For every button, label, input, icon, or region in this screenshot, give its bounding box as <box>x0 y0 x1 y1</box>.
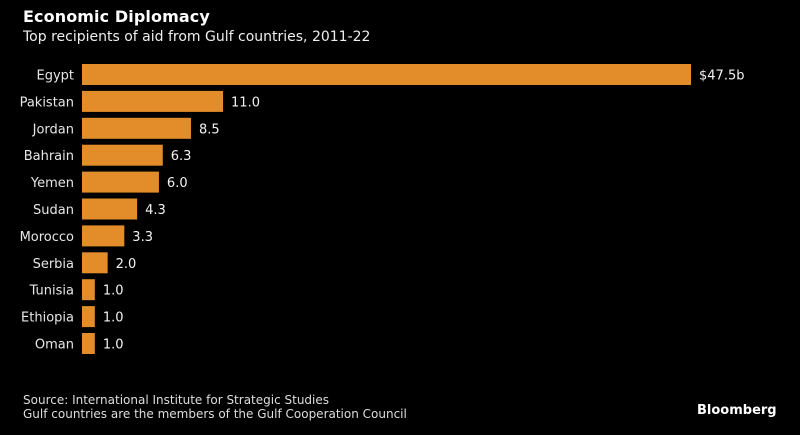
value-label: 1.0 <box>103 284 124 299</box>
category-label: Sudan <box>33 203 74 218</box>
value-label: 6.0 <box>167 176 188 191</box>
bar-yemen <box>82 171 159 193</box>
category-label: Pakistan <box>20 95 74 110</box>
category-label: Serbia <box>33 257 74 272</box>
chart-subtitle: Top recipients of aid from Gulf countrie… <box>23 29 371 45</box>
category-label: Ethiopia <box>21 311 74 326</box>
bar-oman <box>82 333 95 354</box>
category-label: Bahrain <box>24 149 74 164</box>
footer: Source: International Institute for Stra… <box>23 393 407 421</box>
value-label: $47.5b <box>699 69 744 84</box>
bar-jordan <box>82 117 191 139</box>
bar-tunisia <box>82 279 95 301</box>
definition-note: Gulf countries are the members of the Gu… <box>23 407 407 421</box>
bar-egypt <box>82 64 691 85</box>
bloomberg-logo: Bloomberg <box>697 403 777 418</box>
category-label: Tunisia <box>29 284 74 299</box>
value-label: 1.0 <box>103 338 124 353</box>
value-label: 2.0 <box>116 257 137 272</box>
category-label: Yemen <box>30 176 74 191</box>
value-label: 6.3 <box>171 149 192 164</box>
category-label: Morocco <box>20 230 74 245</box>
bar-ethiopia <box>82 306 95 328</box>
value-label: 11.0 <box>231 95 260 110</box>
source-note: Source: International Institute for Stra… <box>23 393 330 407</box>
value-label: 4.3 <box>145 203 166 218</box>
category-label: Jordan <box>32 122 74 137</box>
category-label: Oman <box>35 338 74 353</box>
value-label: 3.3 <box>132 230 153 245</box>
category-label: Egypt <box>36 69 74 84</box>
value-label: 1.0 <box>103 311 124 326</box>
bar-pakistan <box>82 90 224 112</box>
bar-morocco <box>82 225 125 247</box>
bar-sudan <box>82 198 138 220</box>
chart-title: Economic Diplomacy <box>23 7 210 26</box>
bar-serbia <box>82 252 108 274</box>
bar-bahrain <box>82 144 163 166</box>
value-label: 8.5 <box>199 122 220 137</box>
